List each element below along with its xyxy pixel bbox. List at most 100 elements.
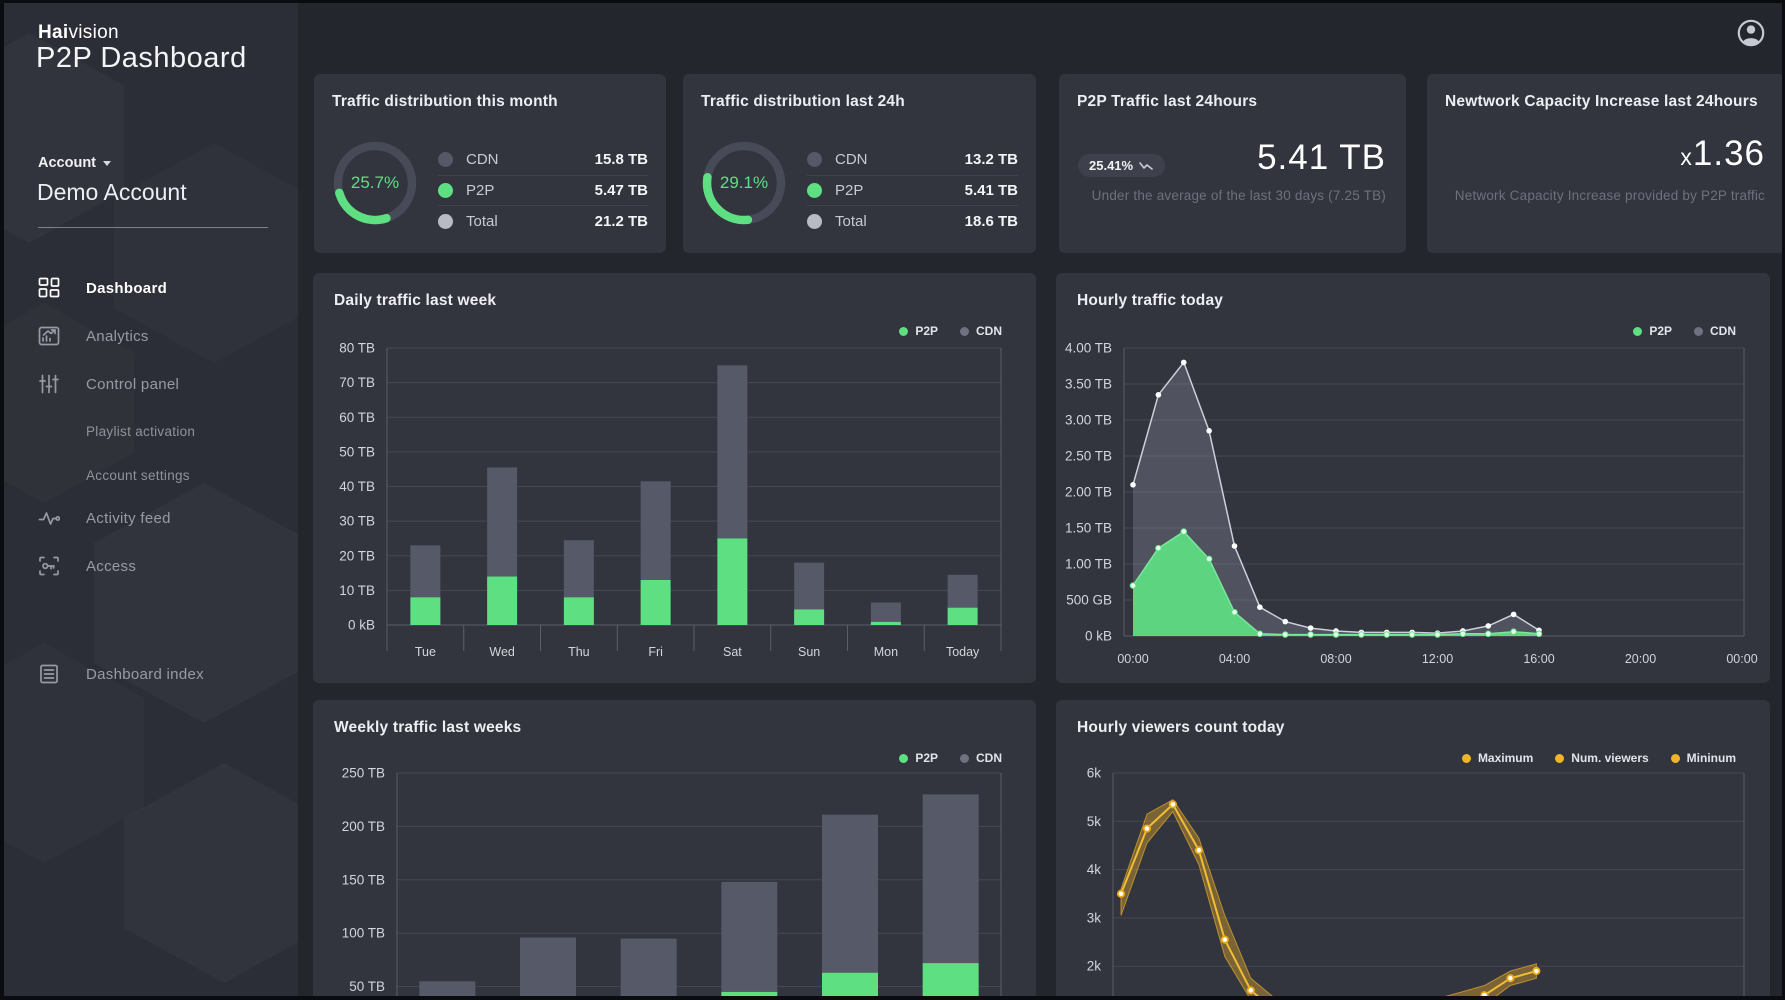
p2p-traffic-subtitle: Under the average of the last 30 days (7… xyxy=(1091,188,1386,203)
sidebar-item-label: Activity feed xyxy=(86,509,171,527)
svg-text:Sat: Sat xyxy=(723,645,742,659)
hourly-viewers-chart: 6k5k4k3k2k1k xyxy=(1056,700,1770,996)
sidebar-item-control-panel[interactable]: Control panel xyxy=(4,367,298,401)
sidebar-item-activity-feed[interactable]: Activity feed xyxy=(4,501,298,535)
legend-label: P2P xyxy=(915,324,938,338)
svg-text:00:00: 00:00 xyxy=(1117,652,1148,666)
legend-item-p2p[interactable]: P2P xyxy=(1633,324,1672,338)
row-label: Total xyxy=(835,212,867,230)
row-value: 18.6 TB xyxy=(964,212,1018,230)
sidebar-item-analytics[interactable]: Analytics xyxy=(4,319,298,353)
svg-text:Wed: Wed xyxy=(489,645,515,659)
legend-dot xyxy=(1694,326,1703,336)
legend-item-p2p[interactable]: P2P xyxy=(899,324,938,338)
chart-title: Weekly traffic last weeks xyxy=(334,719,522,736)
sidebar-item-dashboard-index[interactable]: Dashboard index xyxy=(4,657,298,691)
svg-text:60 TB: 60 TB xyxy=(339,410,375,425)
legend-row-cdn: CDN 13.2 TB xyxy=(807,144,1018,175)
row-label: CDN xyxy=(466,150,499,168)
chart-legend: P2P CDN xyxy=(899,324,1002,338)
chart-legend: P2P CDN xyxy=(1633,324,1736,338)
svg-text:20:00: 20:00 xyxy=(1625,652,1656,666)
daily-traffic-chart: 80 TB 70 TB 60 TB 50 TB 40 TB 30 TB 20 TB 10 TB… xyxy=(313,273,1036,688)
legend-dot xyxy=(899,326,909,336)
sidebar-item-playlist-activation[interactable]: Playlist activation xyxy=(4,414,298,448)
svg-text:Sun: Sun xyxy=(798,645,820,659)
account-selector[interactable]: Account xyxy=(38,155,111,171)
sidebar-item-label: Dashboard index xyxy=(86,665,204,683)
legend-item-mininum[interactable]: Mininum xyxy=(1670,751,1736,765)
capacity-subtitle: Network Capacity Increase provided by P2… xyxy=(1454,188,1765,203)
legend-dot xyxy=(1633,326,1643,336)
legend-dot xyxy=(899,753,909,763)
sidebar-item-account-settings[interactable]: Account settings xyxy=(4,458,298,492)
svg-text:50 TB: 50 TB xyxy=(339,444,375,459)
legend-dot xyxy=(960,753,969,763)
legend-row-p2p: P2P 5.41 TB xyxy=(807,174,1018,206)
sidebar-item-label: Dashboard xyxy=(86,279,168,297)
p2p-traffic-value: 5.41 TB xyxy=(1257,138,1386,177)
svg-text:16:00: 16:00 xyxy=(1523,652,1554,666)
page-title: P2P Dashboard xyxy=(36,42,247,74)
svg-text:1.00 TB: 1.00 TB xyxy=(1065,557,1112,572)
svg-text:250 TB: 250 TB xyxy=(342,766,385,781)
svg-text:100 TB: 100 TB xyxy=(342,926,385,941)
legend-row-total: Total 21.2 TB xyxy=(438,205,648,236)
hexagon-decoration xyxy=(124,763,298,983)
chart-title: Daily traffic last week xyxy=(334,292,497,309)
row-value: 5.41 TB xyxy=(964,182,1018,200)
key-icon xyxy=(38,555,62,577)
svg-text:Thu: Thu xyxy=(568,645,590,659)
app-root: Haivision P2P Dashboard Account Demo Acc… xyxy=(4,3,1782,996)
svg-text:5k: 5k xyxy=(1087,814,1102,829)
donut-percent: 25.7% xyxy=(350,173,400,192)
legend-label: Maximum xyxy=(1477,751,1534,765)
legend-label: P2P xyxy=(915,751,938,765)
svg-text:10 TB: 10 TB xyxy=(339,583,375,598)
donut-percent: 29.1% xyxy=(719,173,769,192)
legend-item-p2p[interactable]: P2P xyxy=(899,751,938,765)
chart-legend: P2P CDN xyxy=(899,751,1002,765)
card-daily-traffic: Daily traffic last week P2P CDN 80 TB 70 T… xyxy=(313,273,1036,683)
card-title: P2P Traffic last 24hours xyxy=(1077,93,1258,110)
svg-text:150 TB: 150 TB xyxy=(342,872,385,887)
svg-text:00:00: 00:00 xyxy=(1726,652,1757,666)
sliders-icon xyxy=(38,373,62,395)
svg-text:50 TB: 50 TB xyxy=(349,979,385,994)
legend-row-cdn: CDN 15.8 TB xyxy=(438,144,648,175)
svg-text:80 TB: 80 TB xyxy=(339,341,375,356)
chart-title: Hourly viewers count today xyxy=(1077,719,1285,736)
trend-down-icon xyxy=(1139,161,1153,170)
account-divider xyxy=(38,227,268,228)
legend-label: CDN xyxy=(976,751,1002,765)
svg-text:30 TB: 30 TB xyxy=(339,514,375,529)
legend-item-cdn[interactable]: CDN xyxy=(1694,324,1736,338)
legend-item-maximum[interactable]: Maximum xyxy=(1461,751,1534,765)
legend-item-cdn[interactable]: CDN xyxy=(960,751,1002,765)
svg-text:3.50 TB: 3.50 TB xyxy=(1065,377,1112,392)
capacity-number: 1.36 xyxy=(1692,134,1765,173)
brand-logo: Haivision xyxy=(38,22,119,44)
row-value: 13.2 TB xyxy=(964,150,1018,168)
svg-text:12:00: 12:00 xyxy=(1422,652,1453,666)
card-title: Traffic distribution last 24h xyxy=(701,93,905,110)
row-label: P2P xyxy=(466,182,495,200)
legend-item-num-viewers[interactable]: Num. viewers xyxy=(1555,751,1649,765)
legend-table: CDN 13.2 TB P2P 5.41 TB Total 18.6 TB xyxy=(807,144,1018,236)
svg-text:2k: 2k xyxy=(1087,959,1102,974)
svg-text:3k: 3k xyxy=(1087,910,1102,925)
legend-item-cdn[interactable]: CDN xyxy=(960,324,1002,338)
analytics-icon xyxy=(38,325,62,347)
svg-text:20 TB: 20 TB xyxy=(339,548,375,563)
p2p-dot xyxy=(438,183,453,199)
account-name[interactable]: Demo Account xyxy=(37,179,187,205)
sidebar-item-dashboard[interactable]: Dashboard xyxy=(4,271,298,305)
svg-text:0 kB: 0 kB xyxy=(1085,629,1112,644)
sidebar-item-access[interactable]: Access xyxy=(4,549,298,583)
svg-text:4.00 TB: 4.00 TB xyxy=(1065,341,1112,356)
legend-label: Mininum xyxy=(1686,751,1736,765)
user-avatar[interactable] xyxy=(1736,18,1766,48)
legend-label: Num. viewers xyxy=(1571,751,1649,765)
sidebar: Haivision P2P Dashboard Account Demo Acc… xyxy=(4,3,298,996)
hourly-traffic-chart: 4.00 TB 3.50 TB 3.00 TB 2.50 TB 2.00 TB 1.50 … xyxy=(1056,273,1770,688)
